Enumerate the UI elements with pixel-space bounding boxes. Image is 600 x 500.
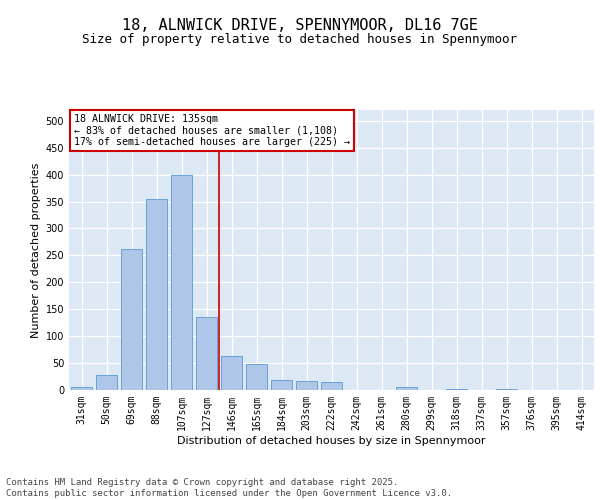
Bar — [296, 382, 317, 390]
Bar — [271, 380, 292, 390]
Text: Size of property relative to detached houses in Spennymoor: Size of property relative to detached ho… — [83, 32, 517, 46]
Bar — [321, 382, 342, 390]
Text: Contains HM Land Registry data © Crown copyright and database right 2025.
Contai: Contains HM Land Registry data © Crown c… — [6, 478, 452, 498]
Bar — [246, 364, 267, 390]
Text: 18 ALNWICK DRIVE: 135sqm
← 83% of detached houses are smaller (1,108)
17% of sem: 18 ALNWICK DRIVE: 135sqm ← 83% of detach… — [74, 114, 350, 148]
Y-axis label: Number of detached properties: Number of detached properties — [31, 162, 41, 338]
X-axis label: Distribution of detached houses by size in Spennymoor: Distribution of detached houses by size … — [177, 436, 486, 446]
Bar — [121, 249, 142, 390]
Bar — [146, 199, 167, 390]
Text: 18, ALNWICK DRIVE, SPENNYMOOR, DL16 7GE: 18, ALNWICK DRIVE, SPENNYMOOR, DL16 7GE — [122, 18, 478, 32]
Bar — [71, 388, 92, 390]
Bar — [96, 376, 117, 390]
Bar — [171, 174, 192, 390]
Bar — [446, 389, 467, 390]
Bar — [196, 318, 217, 390]
Bar — [396, 388, 417, 390]
Bar — [221, 356, 242, 390]
